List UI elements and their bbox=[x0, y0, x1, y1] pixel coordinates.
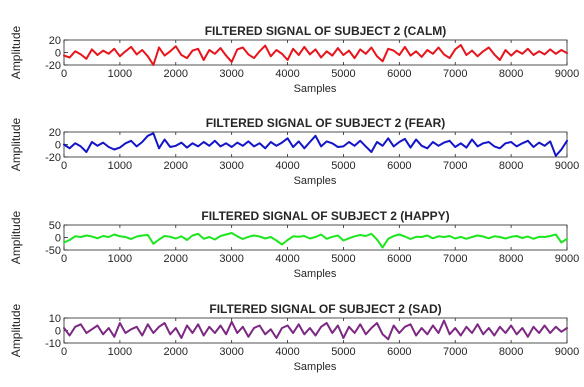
axes-box bbox=[63, 317, 568, 344]
x-tick-label: 1000 bbox=[108, 68, 132, 80]
x-tick-label: 7000 bbox=[443, 253, 467, 265]
x-tick-label: 9000 bbox=[555, 160, 579, 172]
y-axis-label: Amplitude bbox=[9, 211, 23, 265]
signal-line bbox=[63, 44, 568, 66]
x-axis-label: Samples bbox=[294, 361, 337, 373]
x-tick-label: 5000 bbox=[331, 68, 355, 80]
x-tick-label: 9000 bbox=[555, 346, 579, 358]
subplot-1: FILTERED SIGNAL OF SUBJECT 2 (CALM) 0 1000… bbox=[9, 24, 579, 95]
y-axis-label: Amplitude bbox=[9, 304, 23, 358]
x-tick-label: 9000 bbox=[555, 253, 579, 265]
x-tick-label: 7000 bbox=[443, 346, 467, 358]
x-tick-label: 4000 bbox=[275, 253, 299, 265]
y-tick-label: -10 bbox=[45, 338, 61, 350]
y-tick-label: 0 bbox=[55, 326, 61, 338]
subplot-4: FILTERED SIGNAL OF SUBJECT 2 (SAD) 0 1000 2… bbox=[9, 302, 579, 373]
x-tick-label: 8000 bbox=[499, 68, 523, 80]
y-tick-label: 0 bbox=[55, 140, 61, 152]
x-tick-label: 0 bbox=[61, 160, 67, 172]
y-tick-label: 20 bbox=[49, 35, 61, 47]
x-tick-label: 2000 bbox=[164, 253, 188, 265]
chart-title: FILTERED SIGNAL OF SUBJECT 2 (FEAR) bbox=[206, 116, 446, 130]
y-tick-label: -50 bbox=[45, 245, 61, 257]
x-tick-label: 6000 bbox=[387, 68, 411, 80]
signal-line bbox=[63, 232, 568, 249]
x-tick-label: 6000 bbox=[387, 253, 411, 265]
x-tick-label: 3000 bbox=[219, 253, 243, 265]
x-tick-label: 0 bbox=[61, 346, 67, 358]
x-tick-label: 5000 bbox=[331, 160, 355, 172]
signal-line bbox=[63, 132, 568, 157]
x-tick-label: 5000 bbox=[331, 346, 355, 358]
y-axis-label: Amplitude bbox=[9, 118, 23, 172]
x-tick-label: 4000 bbox=[275, 160, 299, 172]
x-tick-label: 0 bbox=[61, 253, 67, 265]
x-tick-label: 1000 bbox=[108, 160, 132, 172]
x-tick-label: 9000 bbox=[555, 68, 579, 80]
y-tick-label: -20 bbox=[45, 60, 61, 72]
y-tick-label: 20 bbox=[49, 127, 61, 139]
x-tick-label: 2000 bbox=[164, 68, 188, 80]
x-tick-label: 4000 bbox=[275, 68, 299, 80]
chart-title: FILTERED SIGNAL OF SUBJECT 2 (CALM) bbox=[205, 24, 447, 38]
x-tick-label: 7000 bbox=[443, 160, 467, 172]
x-tick-label: 3000 bbox=[219, 160, 243, 172]
x-axis-label: Samples bbox=[294, 268, 337, 280]
y-tick-label: 10 bbox=[49, 313, 61, 325]
chart-title: FILTERED SIGNAL OF SUBJECT 2 (HAPPY) bbox=[201, 209, 449, 223]
x-tick-label: 1000 bbox=[108, 346, 132, 358]
y-tick-label: 0 bbox=[55, 48, 61, 60]
x-tick-label: 3000 bbox=[219, 68, 243, 80]
x-tick-label: 2000 bbox=[164, 346, 188, 358]
y-tick-label: 0 bbox=[55, 233, 61, 245]
x-tick-label: 3000 bbox=[219, 346, 243, 358]
x-tick-label: 5000 bbox=[331, 253, 355, 265]
x-tick-label: 4000 bbox=[275, 346, 299, 358]
y-tick-label: -20 bbox=[45, 152, 61, 164]
x-axis-label: Samples bbox=[294, 175, 337, 187]
x-tick-label: 6000 bbox=[387, 160, 411, 172]
x-tick-label: 6000 bbox=[387, 346, 411, 358]
x-tick-label: 0 bbox=[61, 68, 67, 80]
x-tick-label: 2000 bbox=[164, 160, 188, 172]
y-tick-label: 50 bbox=[49, 220, 61, 232]
x-axis-label: Samples bbox=[294, 83, 337, 95]
signal-line bbox=[63, 319, 568, 341]
y-axis-label: Amplitude bbox=[9, 26, 23, 80]
subplot-3: FILTERED SIGNAL OF SUBJECT 2 (HAPPY) 0 100… bbox=[9, 209, 579, 280]
x-tick-label: 1000 bbox=[108, 253, 132, 265]
x-tick-label: 8000 bbox=[499, 346, 523, 358]
x-tick-label: 8000 bbox=[499, 160, 523, 172]
x-tick-label: 8000 bbox=[499, 253, 523, 265]
chart-title: FILTERED SIGNAL OF SUBJECT 2 (SAD) bbox=[209, 302, 441, 316]
subplot-2: FILTERED SIGNAL OF SUBJECT 2 (FEAR) 0 1000… bbox=[9, 116, 579, 187]
x-tick-label: 7000 bbox=[443, 68, 467, 80]
